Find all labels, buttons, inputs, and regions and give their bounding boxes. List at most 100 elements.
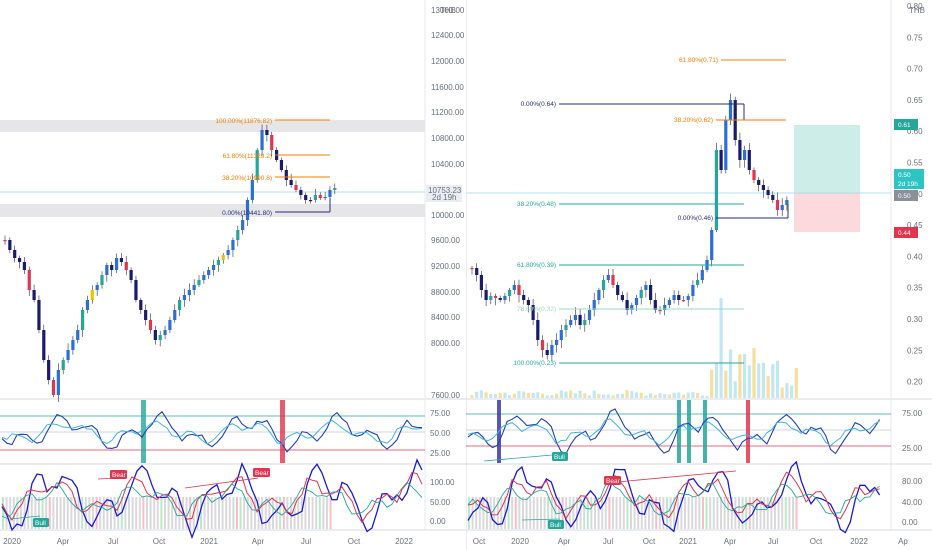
volume-bar [681,394,686,398]
candle-body [313,195,317,200]
volume-bar [583,393,587,398]
candle-body [71,340,75,350]
hist-bar [182,497,184,529]
candle-body [76,330,80,340]
price-tick: 7600.00 [431,391,460,400]
candle-body [66,350,70,360]
hist-bar [630,497,632,529]
hist-bar [658,497,661,529]
left-bear-label-2 [253,468,270,477]
volume-bar [686,392,690,398]
price-tick: 8000.00 [431,339,460,348]
left-price-badge-value: 10753.23 [428,186,462,195]
candle-body [182,295,187,300]
time-tick: Oct [348,537,361,546]
candle-body [284,170,288,180]
hist-bar [504,497,506,529]
right-chart-panel[interactable]: 61.80%(0.71) 0.00%(0.64) 38.20%(0.62) 38… [466,0,932,550]
volume-bar [611,395,615,398]
hist-bar [720,497,722,529]
candle-body [178,300,182,310]
candle-body [95,285,99,290]
candle-body [85,300,90,310]
hist-bar [189,497,192,529]
hist-bar [275,497,278,529]
price-tick: 0.60 [907,127,923,136]
left-chart-svg[interactable]: 100.00%(11876.82) 61.80%(11329.2) 38.20%… [0,0,466,550]
left-candles [3,124,337,402]
hist-bar [522,497,524,529]
price-tick: 0.65 [907,96,923,105]
hist-bar [160,497,163,529]
candle-body [328,190,332,197]
candle-body [221,255,225,260]
candle-body [289,180,293,185]
hist-bar [207,497,210,529]
left-bull-text: Bull [35,520,46,527]
candle-body [250,180,254,200]
right-osc-40: 40.00 [902,498,923,507]
hist-bar [95,497,98,529]
hist-bar [92,497,94,529]
candle-body [780,205,784,210]
volume-bar [790,385,794,398]
hist-bar [468,497,470,529]
hist-bar [619,497,622,529]
hist-bar [27,497,30,529]
price-tick: 11600.00 [431,83,464,92]
right-osc-slow [467,471,880,520]
candle-body [484,290,488,300]
candle-body [260,130,264,150]
hist-bar [63,497,66,529]
hist-bar [81,497,84,529]
hist-bar [74,497,76,529]
hist-bar [178,497,181,529]
hist-bar [540,497,542,529]
hist-bar [633,497,636,529]
right-fib-786: 78.60%(0.32) [517,306,556,313]
hist-bar [326,497,328,529]
hist-bar [34,497,37,529]
hist-bar [514,497,517,529]
candle-body [663,305,667,310]
volume-bar [602,394,606,398]
hist-bar [329,497,332,529]
time-tick: Jul [603,537,613,546]
time-tick: Apr [558,537,571,546]
time-tick: Apr [57,537,70,546]
candle-body [129,270,133,280]
candle-body [265,130,269,135]
left-rsi-25: 25.00 [430,449,451,458]
hist-bar [759,497,762,529]
price-badge [894,169,924,189]
hist-bar [532,497,535,529]
candle-body [710,230,714,260]
candle-body [771,195,775,200]
hist-bar [124,497,127,529]
hist-bar [70,497,73,529]
hist-bar [318,497,321,529]
candle-body [555,340,559,345]
left-rsi-75: 75.00 [430,409,451,418]
candle-body [677,295,681,300]
left-chart-panel[interactable]: 100.00%(11876.82) 61.80%(11329.2) 38.20%… [0,0,466,550]
left-time-axis[interactable]: 2020 Apr Jul Oct 2021 Apr Jul Oct 2022 [3,537,413,546]
hist-bar [586,497,589,529]
left-fib-100: 100.00%(11876.82) [215,118,272,125]
hist-bar [666,497,668,529]
candle-body [616,285,620,295]
hist-bar [322,497,325,529]
volume-bar [489,393,493,398]
candle-body [148,320,153,330]
right-time-axis[interactable]: Oct 2020 Apr Jul Oct 2021 Apr Jul Oct 2022 Ap [473,537,909,546]
right-chart-svg[interactable]: 61.80%(0.71) 0.00%(0.64) 38.20%(0.62) 38… [466,0,932,550]
hist-bar [730,497,733,529]
hist-bar [691,497,694,529]
left-price-axis[interactable]: 13000.00 12400.00 12000.00 11600.00 11200.00… [431,6,465,400]
volume-bar [696,393,700,398]
hist-bar [612,497,614,529]
right-fib-382-lower: 38.20%(0.48) [517,201,556,208]
hist-bar [795,497,798,529]
hist-bar [723,497,726,529]
volume-bar [780,387,784,398]
